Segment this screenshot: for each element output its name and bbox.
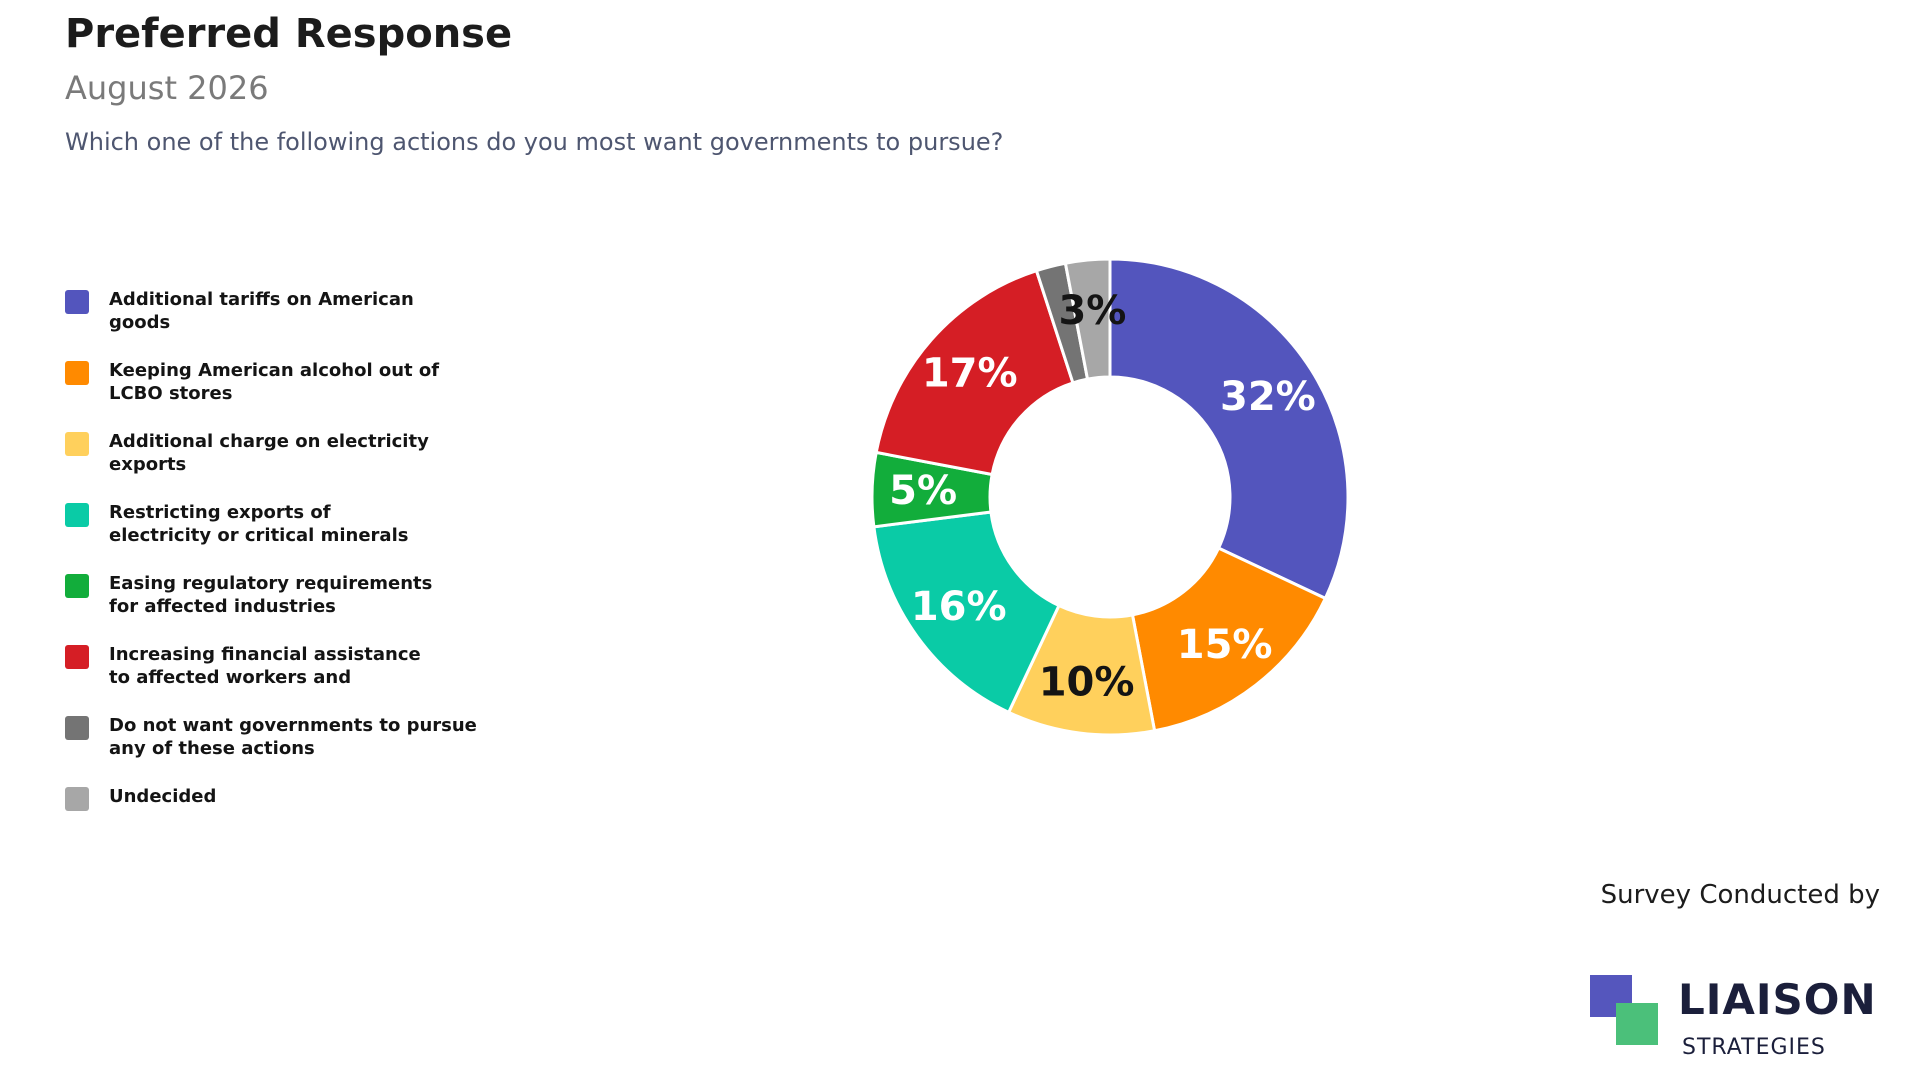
legend-item: Increasing financial assistance to affec… [65, 643, 479, 689]
donut-slice [874, 268, 1075, 477]
legend-item: Keeping American alcohol out of LCBO sto… [65, 359, 479, 405]
slice-label: 3% [1058, 288, 1126, 334]
legend-label: Do not want governments to pursue any of… [109, 715, 477, 759]
donut-slice [1063, 257, 1112, 381]
legend-swatch [65, 645, 89, 669]
slice-label: 32% [1220, 374, 1316, 420]
legend-swatch [65, 290, 89, 314]
liaison-logo: LIAISON STRATEGIES [1590, 975, 1890, 1065]
logo-name: LIAISON [1678, 975, 1877, 1024]
legend-swatch [65, 503, 89, 527]
logo-square-green [1616, 1003, 1658, 1045]
chart-title: Preferred Response [65, 11, 513, 57]
slice-label: 5% [889, 468, 957, 514]
legend-label: Additional charge on electricity exports [109, 431, 429, 475]
legend-swatch [65, 787, 89, 811]
legend-label: Undecided [109, 786, 217, 807]
chart-header: Preferred Response August 2026 Which one… [65, 8, 1003, 158]
legend-swatch [65, 716, 89, 740]
legend-swatch [65, 574, 89, 598]
survey-question: Which one of the following actions do yo… [65, 128, 1004, 156]
legend-swatch [65, 361, 89, 385]
slice-label: 16% [911, 584, 1007, 630]
donut-slice [1108, 257, 1350, 601]
legend-label: Easing regulatory requirements for affec… [109, 573, 433, 617]
legend-label: Additional tariffs on American goods [109, 289, 414, 333]
slice-label: 10% [1039, 660, 1135, 706]
donut-slice [1130, 546, 1328, 733]
slice-label: 15% [1177, 622, 1273, 668]
legend-item: Restricting exports of electricity or cr… [65, 501, 479, 547]
slice-label: 17% [922, 350, 1018, 396]
legend-item: Undecided [65, 785, 479, 811]
survey-credit: Survey Conducted by [1600, 880, 1880, 910]
legend-swatch [65, 432, 89, 456]
legend-item: Easing regulatory requirements for affec… [65, 572, 479, 618]
legend-item: Additional charge on electricity exports [65, 430, 479, 476]
legend-label: Increasing financial assistance to affec… [109, 644, 421, 688]
logo-subtitle: STRATEGIES [1682, 1035, 1826, 1060]
legend-label: Keeping American alcohol out of LCBO sto… [109, 360, 440, 404]
donut-slice [872, 510, 1061, 715]
legend-label: Restricting exports of electricity or cr… [109, 502, 409, 546]
chart-subtitle: August 2026 [65, 69, 269, 107]
legend-item: Additional tariffs on American goods [65, 288, 479, 334]
legend-item: Do not want governments to pursue any of… [65, 714, 479, 760]
